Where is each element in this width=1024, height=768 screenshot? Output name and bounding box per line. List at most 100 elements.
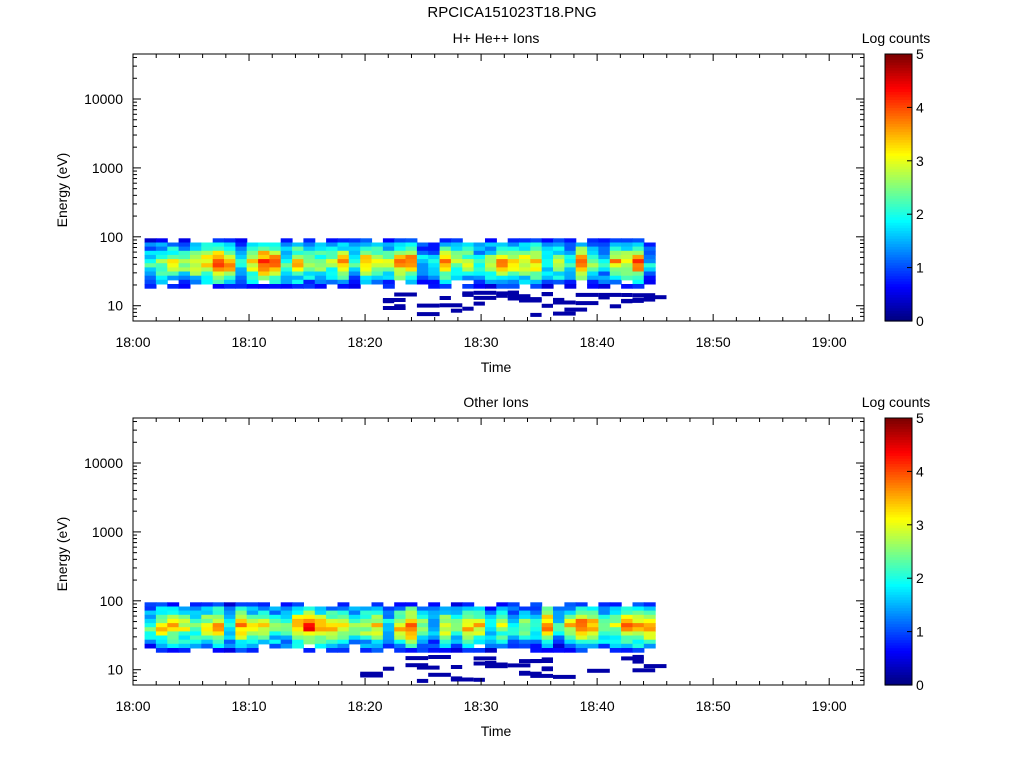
heatmap-cell [519,631,531,637]
heatmap-cell [326,639,338,645]
heatmap-cell [621,635,633,641]
heatmap-cell [575,301,599,306]
heatmap-cell [360,242,373,248]
heatmap-cell [598,279,611,285]
colorbar-segment [885,444,912,448]
heatmap-cell [609,623,622,628]
heatmap-cell [473,610,486,616]
colorbar-segment [885,439,912,443]
heatmap-cell [530,602,543,607]
colorbar-segment [885,168,912,173]
heatmap-cell [507,618,520,624]
heatmap-cell [632,639,645,645]
colorbar-segment [885,184,912,189]
heatmap-cell [178,246,191,252]
colorbar-segment [885,559,912,563]
heatmap-cell [190,254,202,260]
heatmap-cell [473,614,486,620]
colorbar-segment [885,83,912,87]
heatmap-cell [190,631,202,637]
heatmap-cell [292,635,304,641]
heatmap-cell [144,242,157,248]
heatmap-cell [621,267,633,273]
panel-h-he-ions: H+ He++ Ions Log counts Time Energy (eV)… [54,30,930,375]
heatmap-cell [587,279,599,285]
heatmap-cell [507,290,519,295]
heatmap-cell [632,254,645,260]
heatmap-cell [235,631,248,637]
heatmap-cell [167,254,180,260]
heatmap-cell [280,631,293,637]
heatmap-cell [337,610,350,616]
heatmap-cell [519,279,531,285]
heatmap-cell [201,279,214,285]
heatmap-cell [337,635,350,641]
heatmap-cell [212,606,225,612]
heatmap-cell [473,677,485,682]
heatmap-cell [314,246,327,252]
heatmap-cell [598,631,611,637]
heatmap-cell [303,631,316,637]
heatmap-cell [530,271,543,277]
heatmap-cell [155,627,168,632]
colorbar-segment [885,500,912,505]
heatmap-cell [428,284,441,289]
heatmap-cell [144,623,157,628]
heatmap-cell [405,271,418,277]
heatmap-cell [235,606,248,612]
heatmap-cell [155,267,168,273]
colorbar: 0 1 2 3 4 5 [884,46,924,329]
heatmap-cell [541,267,554,273]
heatmap-cell [507,294,531,299]
heatmap-cell [167,631,180,637]
heatmap-cell [235,627,248,632]
heatmap-cell [428,623,441,628]
heatmap-cell [155,242,168,248]
heatmap-cell [178,238,191,243]
heatmap-cell [371,610,384,616]
colorbar-segment [885,642,912,646]
heatmap-cell [201,643,214,649]
heatmap-cell [609,631,622,637]
heatmap-cell [564,602,577,607]
heatmap-cell [564,267,577,273]
heatmap-cell [280,614,293,620]
heatmap-cell [643,623,656,628]
heatmap-cell [609,254,622,260]
heatmap-cell [348,267,361,273]
heatmap-cell [621,656,644,661]
colorbar-segment [885,575,912,579]
heatmap-cell [485,648,497,653]
heatmap-cell [178,284,191,289]
heatmap-cell [224,275,236,281]
colorbar-frame [884,53,913,322]
heatmap-cell [530,279,543,285]
colorbar-segment [885,666,912,670]
heatmap-cell [280,246,293,252]
heatmap-cell [326,275,338,281]
heatmap-cell [473,635,486,641]
heatmap-cell [314,627,327,632]
heatmap-cell [212,267,225,273]
heatmap-cell [621,610,633,616]
heatmap-cell [167,614,180,620]
heatmap-cell [428,259,441,264]
colorbar-segment [885,458,912,462]
heatmap-cell [609,614,622,620]
heatmap-cell [496,250,509,256]
heatmap-cell [496,259,509,264]
colorbar-segment [885,187,912,191]
heatmap-cell [246,610,259,616]
heatmap-cells [144,602,667,683]
colorbar-segment [885,612,912,617]
heatmap-cell [473,623,486,628]
heatmap-cell [575,254,588,260]
heatmap-cell [405,623,418,628]
heatmap-cell [348,635,361,641]
heatmap-cell [144,275,157,281]
heatmap-cell [598,623,611,628]
colorbar-segment [885,224,912,229]
colorbar-segment [885,296,912,301]
heatmap-cell [178,275,191,281]
heatmap-cell [632,275,645,281]
